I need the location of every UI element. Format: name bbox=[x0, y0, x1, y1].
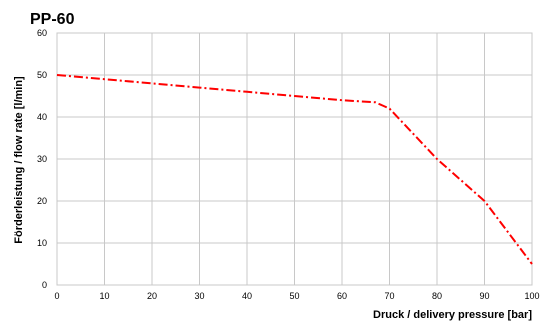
data-point bbox=[294, 95, 296, 97]
y-axis-label: Förderleistung / flow rate [l/min] bbox=[13, 76, 25, 244]
x-tick-label: 20 bbox=[147, 291, 157, 301]
x-tick-label: 40 bbox=[242, 291, 252, 301]
x-tick-label: 10 bbox=[99, 291, 109, 301]
y-tick-label: 50 bbox=[37, 70, 47, 80]
tick-labels: 0 10 20 30 40 50 60 70 80 90 100 0 10 20 30 40 50 60 bbox=[37, 28, 540, 301]
data-point bbox=[341, 99, 343, 101]
data-point bbox=[484, 200, 486, 202]
y-tick-label: 40 bbox=[37, 112, 47, 122]
x-tick-label: 80 bbox=[432, 291, 442, 301]
data-point bbox=[199, 87, 201, 89]
y-tick-label: 0 bbox=[42, 280, 47, 290]
series-layer bbox=[56, 74, 533, 265]
data-point bbox=[56, 74, 58, 76]
x-axis-label: Druck / delivery pressure [bar] bbox=[373, 309, 532, 321]
data-point bbox=[374, 101, 376, 103]
x-tick-label: 60 bbox=[337, 291, 347, 301]
chart-title: PP-60 bbox=[30, 11, 75, 28]
data-point bbox=[531, 263, 533, 265]
data-point bbox=[104, 78, 106, 80]
y-tick-label: 60 bbox=[37, 28, 47, 38]
grid bbox=[56, 32, 533, 286]
data-point bbox=[246, 91, 248, 93]
y-tick-label: 20 bbox=[37, 196, 47, 206]
plot-border bbox=[56, 32, 533, 286]
x-tick-label: 90 bbox=[479, 291, 489, 301]
x-tick-label: 100 bbox=[524, 291, 539, 301]
data-point bbox=[389, 108, 391, 110]
data-point bbox=[151, 82, 153, 84]
y-tick-label: 10 bbox=[37, 238, 47, 248]
flow-rate-series-line bbox=[56, 74, 533, 265]
x-tick-label: 30 bbox=[194, 291, 204, 301]
y-tick-label: 30 bbox=[37, 154, 47, 164]
plot-frame bbox=[56, 32, 533, 286]
x-tick-label: 0 bbox=[54, 291, 59, 301]
x-tick-label: 70 bbox=[384, 291, 394, 301]
x-tick-label: 50 bbox=[289, 291, 299, 301]
data-point bbox=[436, 158, 438, 160]
